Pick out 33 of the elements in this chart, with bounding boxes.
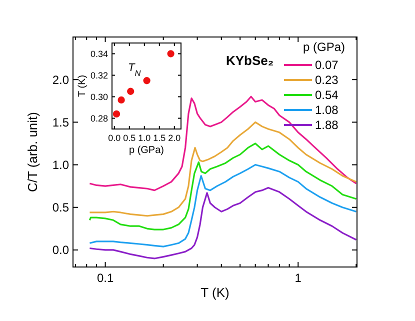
x-tick-label: 1 [294, 271, 302, 285]
y-tick-label: 0.34 [90, 48, 108, 59]
y-axis-title: C/T (arb. unit) [25, 112, 40, 192]
x-axis-title: p (GPa) [128, 145, 164, 156]
y-tick-label: 0.30 [90, 92, 108, 102]
y-tick-label: 0.32 [90, 70, 108, 80]
x-tick-label: 2.0 [168, 133, 181, 143]
legend-label: 1.88 [315, 118, 339, 132]
point [143, 77, 150, 84]
x-tick-label: 0.5 [123, 133, 136, 143]
legend-label: 0.07 [315, 58, 339, 72]
x-axis-title: T (K) [200, 285, 230, 300]
annotation: T$_{N}$ [128, 62, 141, 78]
y-tick-label: 1.5 [52, 115, 70, 130]
y-tick-label: 0.5 [52, 200, 70, 215]
y-tick-label: 2.0 [52, 72, 70, 87]
point [127, 88, 134, 95]
x-tick-label: 1.0 [138, 133, 151, 143]
y-axis-title: T (K) [77, 74, 88, 98]
x-tick-label: 0.1 [96, 271, 114, 285]
y-tick-label: 1.0 [52, 158, 70, 172]
x-tick-label: 1.5 [153, 133, 166, 143]
legend-label: 0.54 [315, 88, 339, 102]
y-tick-label: 0.28 [90, 113, 108, 124]
annotation: KYbSe₂ [226, 53, 274, 68]
legend-label: 0.23 [315, 73, 339, 87]
point [167, 50, 174, 58]
legend-title: p (GPa) [302, 40, 346, 54]
x-tick-label: 0.0 [108, 133, 121, 143]
y-tick-label: 0.0 [52, 243, 70, 258]
point [118, 96, 125, 104]
point [112, 110, 120, 118]
legend-label: 1.08 [315, 103, 339, 117]
